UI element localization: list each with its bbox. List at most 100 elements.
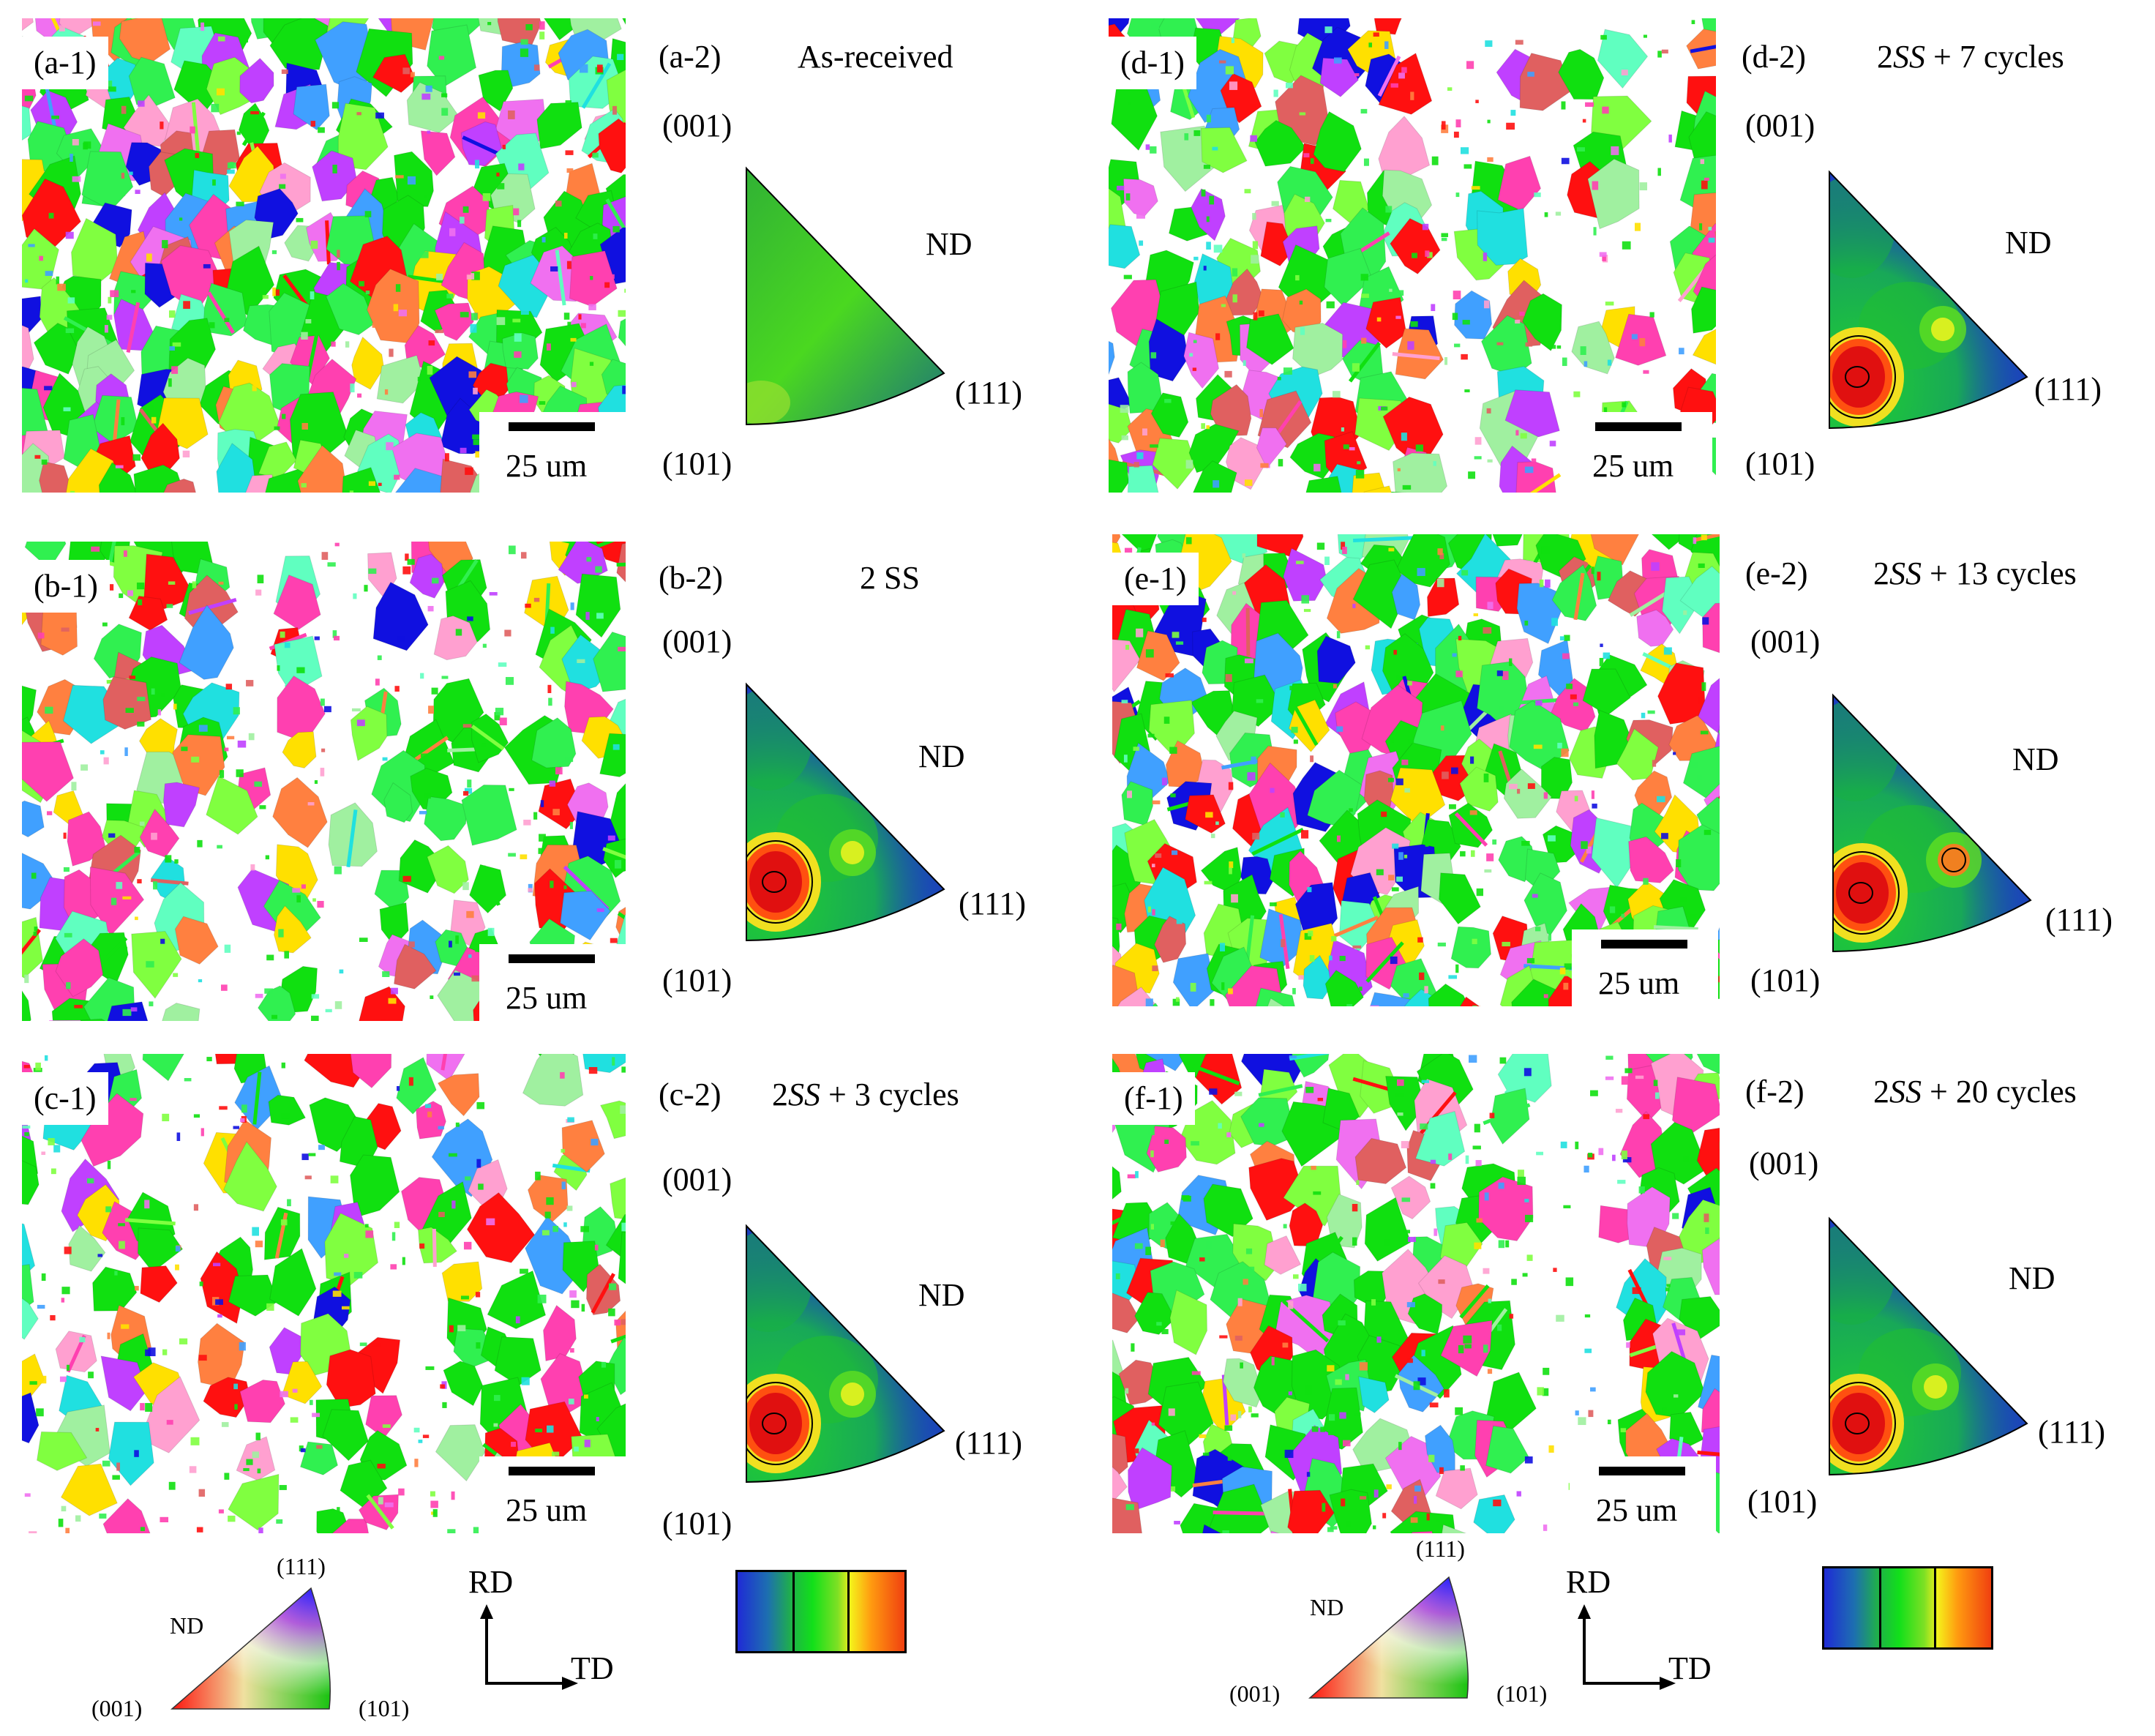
speckle: [119, 1241, 125, 1249]
scale-bar-line: [509, 1467, 595, 1475]
key-outline: [1308, 1576, 1469, 1699]
speckle: [1516, 1491, 1521, 1497]
grain: [1270, 1530, 1281, 1533]
speckle: [383, 874, 392, 879]
speckle: [1373, 32, 1379, 37]
speckle: [1403, 1230, 1411, 1234]
pf-label-d2: (d-2): [1742, 39, 1806, 75]
speckle: [1428, 1454, 1435, 1462]
speckle: [1339, 955, 1346, 962]
speckle: [200, 22, 205, 31]
speckle: [1322, 1503, 1326, 1512]
speckle: [1244, 479, 1253, 486]
grain: [1146, 1126, 1187, 1172]
speckle: [1288, 1301, 1294, 1309]
speckle: [212, 179, 216, 186]
intensity-colorbar-right: [1822, 1566, 1993, 1650]
speckle: [1452, 653, 1457, 657]
speckle: [375, 678, 380, 686]
condition-f: 2SS + 20 cycles: [1873, 1074, 2077, 1110]
grain: [1515, 461, 1556, 493]
speckle: [74, 1005, 83, 1009]
speckle: [1676, 1329, 1686, 1336]
speckle: [377, 655, 382, 660]
speckle: [151, 416, 157, 424]
speckle: [577, 659, 585, 663]
speckle: [266, 954, 274, 961]
speckle: [1417, 937, 1423, 943]
speckle: [216, 88, 225, 96]
speckle: [1398, 1442, 1402, 1451]
speckle: [1511, 1279, 1517, 1285]
speckle: [1679, 348, 1684, 355]
grain: [522, 1054, 584, 1107]
speckle: [359, 281, 364, 287]
speckle: [1237, 1298, 1243, 1306]
speckle: [1600, 34, 1607, 40]
speckle: [1524, 1456, 1533, 1464]
speckle: [1517, 1170, 1524, 1178]
speckle: [1242, 553, 1246, 558]
speckle: [64, 932, 72, 938]
speckle: [1465, 1155, 1469, 1164]
grain: [322, 1409, 369, 1462]
speckle: [515, 1316, 520, 1324]
speckle: [327, 562, 336, 567]
speckle: [50, 1168, 56, 1175]
speckle: [63, 407, 71, 411]
speckle: [339, 969, 344, 974]
speckle: [1147, 906, 1151, 913]
speckle: [181, 747, 188, 752]
grain: [1679, 566, 1720, 623]
speckle: [65, 231, 74, 239]
speckle: [372, 1343, 381, 1347]
speckle: [1132, 1448, 1139, 1453]
key-nd-left: ND: [170, 1612, 204, 1639]
speckle: [1125, 645, 1130, 650]
speckle: [405, 553, 409, 561]
speckle: [217, 36, 225, 42]
speckle: [145, 1349, 151, 1356]
speckle: [292, 888, 301, 893]
twin-band: [552, 1163, 591, 1173]
speckle: [1295, 274, 1300, 281]
rd-td-axes-right: [1578, 1604, 1676, 1690]
grain: [596, 1403, 626, 1468]
speckle: [1258, 887, 1264, 894]
grain: [610, 1177, 626, 1220]
speckle: [108, 296, 112, 304]
grain: [460, 121, 503, 166]
grain: [618, 318, 626, 347]
speckle: [1621, 70, 1628, 75]
speckle: [130, 1098, 137, 1101]
speckle: [1289, 1055, 1297, 1059]
pole-101-c: (101): [662, 1505, 732, 1541]
grain: [228, 1274, 279, 1317]
speckle: [395, 284, 401, 292]
speckle: [1145, 144, 1150, 150]
speckle: [1509, 784, 1518, 790]
speckle: [1448, 1153, 1453, 1160]
speckle: [1310, 755, 1314, 763]
speckle: [427, 1111, 432, 1118]
grain: [131, 930, 182, 999]
speckle: [489, 592, 498, 596]
speckle: [296, 667, 305, 673]
speckle: [493, 1423, 498, 1427]
speckle: [1419, 972, 1425, 981]
speckle: [427, 366, 433, 375]
grain: [39, 461, 73, 493]
grain: [162, 782, 200, 828]
speckle: [118, 1223, 125, 1227]
speckle: [544, 1211, 551, 1219]
speckle: [1483, 1268, 1490, 1274]
speckle: [35, 1062, 41, 1071]
speckle: [621, 1066, 626, 1073]
speckle: [1258, 310, 1264, 317]
speckle: [420, 753, 429, 758]
speckle: [1310, 158, 1314, 164]
speckle: [1602, 106, 1609, 114]
speckle: [1213, 480, 1220, 488]
speckle: [224, 1473, 230, 1480]
speckle: [624, 288, 626, 293]
